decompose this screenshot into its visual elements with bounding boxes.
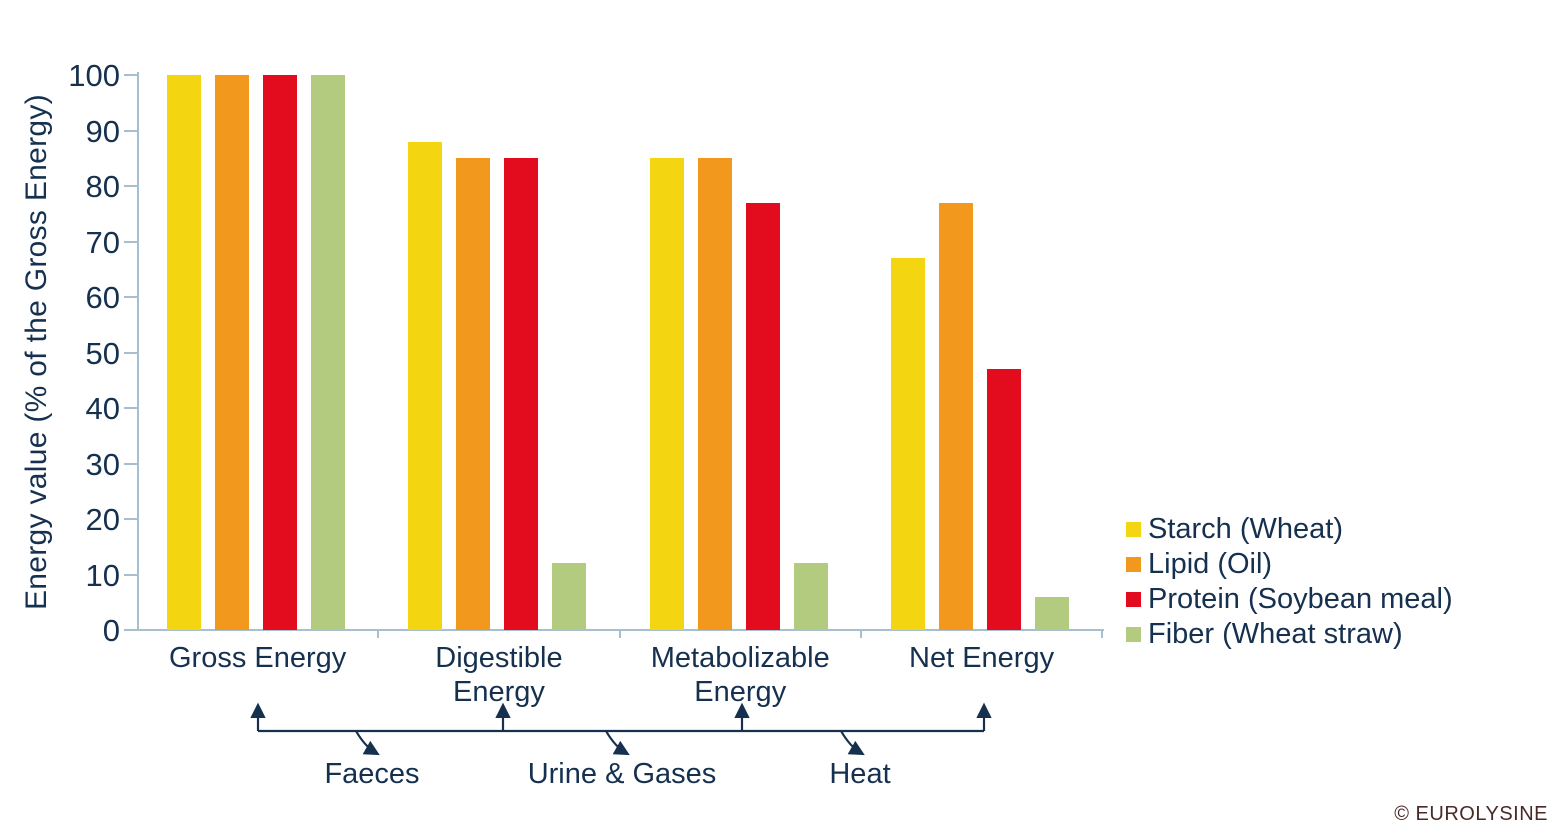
bar-protein-soybean-meal (745, 202, 780, 630)
y-tick-mark (124, 629, 138, 631)
bar-lipid-oil (697, 158, 732, 630)
y-tick-mark (124, 351, 138, 354)
y-tick-label: 90 (85, 113, 120, 149)
bar-starch-wheat (890, 258, 925, 630)
loss-label-faeces: Faeces (324, 758, 420, 790)
legend-item: Fiber (Wheat straw) (1126, 617, 1453, 652)
y-tick-label: 80 (85, 169, 120, 204)
y-tick-mark (124, 573, 138, 576)
legend-item: Protein (Soybean meal) (1126, 582, 1453, 617)
bar-lipid-oil (456, 158, 491, 630)
copyright-text: © EUROLYSINE (1394, 803, 1548, 825)
y-tick-label: 70 (85, 224, 120, 260)
x-category-label: Gross Energy (168, 642, 347, 674)
legend-swatch-icon (1126, 522, 1141, 537)
y-tick-mark (124, 240, 138, 243)
x-category-label: Net Energy (909, 642, 1055, 674)
x-category-label: Digestible Energy (435, 642, 563, 708)
legend-swatch-icon (1126, 557, 1141, 572)
y-tick-label: 30 (85, 446, 120, 482)
legend-label: Fiber (Wheat straw) (1148, 618, 1403, 650)
y-tick-label: 50 (85, 335, 120, 371)
bar-lipid-oil (215, 75, 249, 630)
bar-starch-wheat (649, 158, 684, 630)
bar-starch-wheat (408, 141, 443, 630)
legend-swatch-icon (1126, 592, 1141, 607)
legend-swatch-icon (1126, 627, 1141, 642)
y-tick-mark (124, 129, 138, 132)
bar-protein-soybean-meal (263, 75, 297, 630)
y-tick-mark (124, 185, 138, 187)
x-tick-mark (377, 630, 380, 638)
loss-label-urine-gases: Urine & Gases (527, 758, 717, 790)
legend-item: Starch (Wheat) (1126, 512, 1453, 547)
y-tick-label: 100 (68, 58, 120, 93)
bar-lipid-oil (938, 202, 973, 630)
y-tick-mark (124, 407, 138, 409)
y-tick-label: 20 (85, 502, 120, 537)
x-tick-mark (859, 630, 862, 638)
legend-label: Starch (Wheat) (1148, 513, 1343, 545)
bar-fiber-wheat-straw (1034, 596, 1069, 630)
bar-protein-soybean-meal (504, 158, 539, 630)
y-axis-line (137, 72, 139, 631)
bar-fiber-wheat-straw (311, 75, 345, 630)
legend: Starch (Wheat) Lipid (Oil) Protein (Soybea… (1126, 512, 1453, 652)
legend-label: Protein (Soybean meal) (1148, 583, 1453, 615)
bar-starch-wheat (167, 75, 201, 630)
legend-label: Lipid (Oil) (1148, 548, 1273, 580)
x-tick-mark (1101, 630, 1104, 638)
x-tick-mark (618, 630, 621, 638)
y-tick-mark (124, 296, 138, 298)
bar-protein-soybean-meal (986, 369, 1021, 630)
y-tick-label: 0 (102, 613, 120, 648)
bar-fiber-wheat-straw (552, 563, 587, 630)
legend-item: Lipid (Oil) (1126, 547, 1453, 582)
y-tick-label: 40 (85, 391, 120, 426)
y-tick-label: 60 (85, 280, 120, 315)
y-tick-mark (124, 74, 138, 76)
y-tick-label: 10 (85, 557, 120, 593)
loss-label-heat: Heat (829, 758, 891, 790)
y-tick-mark (124, 518, 138, 520)
x-category-label: Metabolizable Energy (650, 642, 830, 708)
y-tick-mark (124, 462, 138, 465)
bar-fiber-wheat-straw (793, 563, 828, 630)
